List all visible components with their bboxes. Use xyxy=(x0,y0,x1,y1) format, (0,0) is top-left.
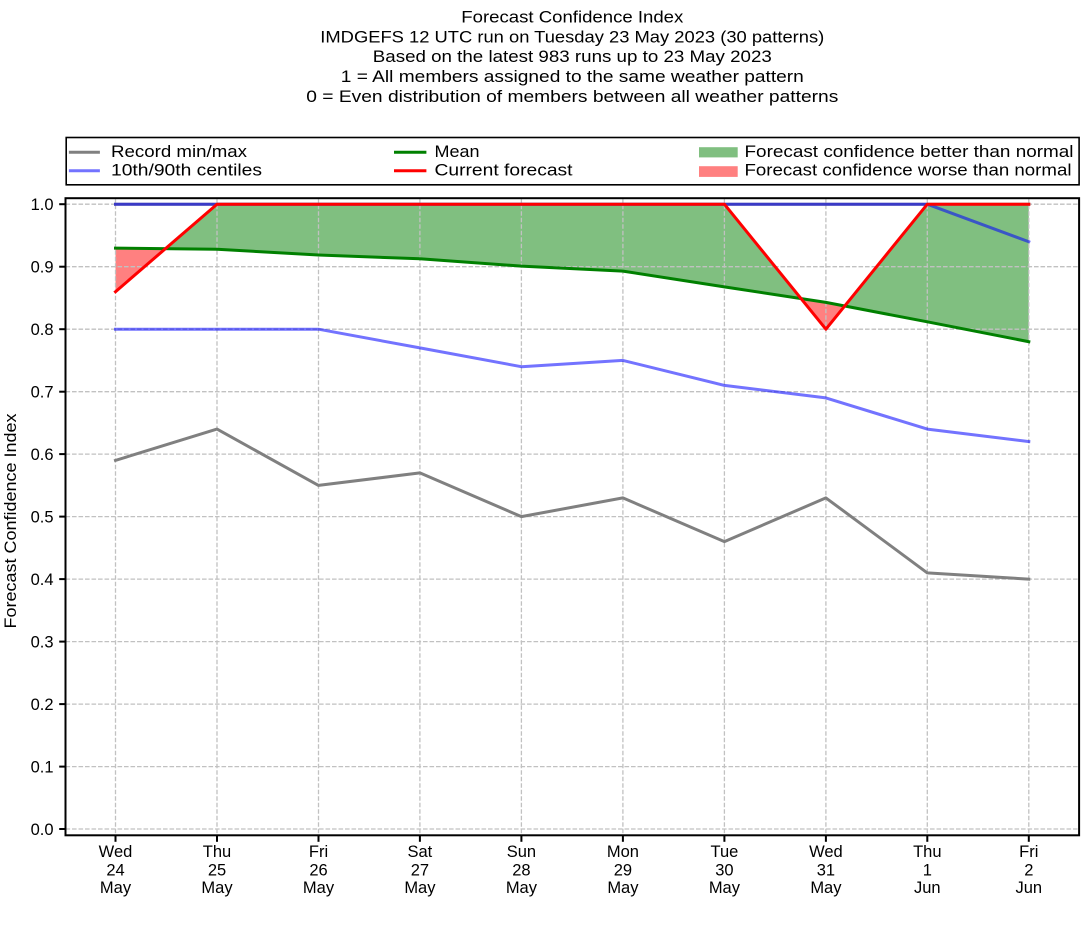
svg-text:0.1: 0.1 xyxy=(31,759,54,777)
svg-text:Fri: Fri xyxy=(309,843,328,861)
svg-text:IMDGEFS 12 UTC run on Tuesday: IMDGEFS 12 UTC run on Tuesday 23 May 202… xyxy=(320,27,824,46)
svg-text:0.8: 0.8 xyxy=(31,321,54,339)
svg-text:May: May xyxy=(404,879,436,897)
svg-text:2: 2 xyxy=(1024,862,1033,880)
svg-text:0.3: 0.3 xyxy=(31,634,54,652)
svg-text:Record min/max: Record min/max xyxy=(111,142,248,161)
svg-text:Fri: Fri xyxy=(1019,843,1038,861)
svg-text:0.4: 0.4 xyxy=(31,571,54,589)
svg-text:Jun: Jun xyxy=(914,879,941,897)
svg-text:Sat: Sat xyxy=(408,843,433,861)
svg-text:1.0: 1.0 xyxy=(31,196,54,214)
svg-text:May: May xyxy=(709,879,741,897)
svg-text:31: 31 xyxy=(817,862,835,880)
svg-text:0 = Even distribution of membe: 0 = Even distribution of members between… xyxy=(306,87,838,106)
svg-text:Tue: Tue xyxy=(710,843,738,861)
svg-text:Forecast Confidence Index: Forecast Confidence Index xyxy=(461,7,684,26)
svg-text:Thu: Thu xyxy=(203,843,231,861)
svg-text:Mon: Mon xyxy=(607,843,639,861)
svg-text:28: 28 xyxy=(512,862,530,880)
svg-text:Wed: Wed xyxy=(99,843,133,861)
svg-text:1: 1 xyxy=(923,862,932,880)
svg-text:25: 25 xyxy=(208,862,226,880)
svg-text:0.0: 0.0 xyxy=(31,821,54,839)
svg-text:May: May xyxy=(607,879,639,897)
svg-text:Forecast confidence worse than: Forecast confidence worse than normal xyxy=(745,160,1072,179)
svg-text:Based on the latest 983 runs u: Based on the latest 983 runs up to 23 Ma… xyxy=(373,47,772,66)
svg-text:1 = All members assigned to th: 1 = All members assigned to the same wea… xyxy=(341,67,804,86)
svg-text:0.2: 0.2 xyxy=(31,696,54,714)
svg-text:0.9: 0.9 xyxy=(31,259,54,277)
svg-text:May: May xyxy=(303,879,335,897)
svg-text:10th/90th centiles: 10th/90th centiles xyxy=(111,160,262,179)
svg-text:Forecast confidence better tha: Forecast confidence better than normal xyxy=(745,142,1074,161)
svg-text:May: May xyxy=(810,879,842,897)
svg-text:0.5: 0.5 xyxy=(31,509,54,527)
svg-text:Jun: Jun xyxy=(1015,879,1042,897)
svg-text:Sun: Sun xyxy=(507,843,536,861)
svg-text:Forecast Confidence Index: Forecast Confidence Index xyxy=(1,413,20,629)
svg-text:Current forecast: Current forecast xyxy=(435,160,573,179)
svg-text:29: 29 xyxy=(614,862,632,880)
svg-text:0.7: 0.7 xyxy=(31,384,54,402)
svg-text:0.6: 0.6 xyxy=(31,446,54,464)
svg-text:27: 27 xyxy=(411,862,429,880)
svg-text:Wed: Wed xyxy=(809,843,843,861)
svg-text:Mean: Mean xyxy=(435,142,480,161)
svg-text:Thu: Thu xyxy=(913,843,941,861)
svg-text:May: May xyxy=(506,879,538,897)
svg-text:May: May xyxy=(100,879,132,897)
svg-text:May: May xyxy=(201,879,233,897)
svg-text:24: 24 xyxy=(106,862,124,880)
svg-text:26: 26 xyxy=(309,862,327,880)
svg-text:30: 30 xyxy=(715,862,733,880)
